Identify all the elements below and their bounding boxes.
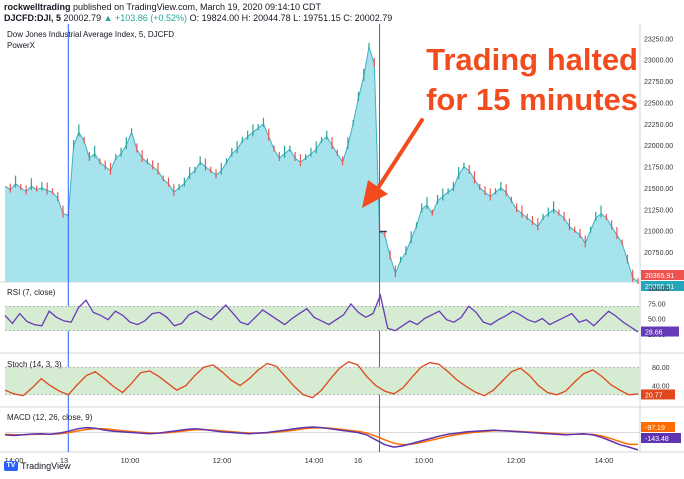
- macd-last-tag-2: [641, 433, 681, 443]
- macd-last-label-1: -97.19: [645, 425, 665, 432]
- last-price-tag-2: [641, 281, 684, 291]
- price-tick-label: 20750.00: [644, 250, 673, 257]
- rsi-last-tag: [641, 326, 679, 337]
- price-tick-label: 21000.00: [644, 229, 673, 236]
- rsi-tick-label: 50.00: [648, 317, 666, 324]
- stoch-tick-label: 40.00: [652, 384, 670, 391]
- rsi-tick-label: 100.00: [648, 286, 670, 293]
- time-tick-label: 14:00: [595, 456, 614, 465]
- time-tick-label: 13: [60, 456, 68, 465]
- price-area-fill: [5, 46, 638, 282]
- time-tick-label: 12:00: [507, 456, 526, 465]
- time-tick-label: 10:00: [121, 456, 140, 465]
- stoch-last-label: 20.77: [645, 392, 663, 399]
- annotation-line-1: Trading halted: [426, 42, 638, 77]
- ohlc-values: O: 19824.00 H: 20044.78 L: 19751.15 C: 2…: [189, 13, 393, 23]
- price-tick-label: 21750.00: [644, 165, 673, 172]
- indicator-name: PowerX: [7, 41, 36, 50]
- publish-info: rockwelltrading published on TradingView…: [4, 2, 321, 13]
- rsi-tick-label: 75.00: [648, 301, 666, 308]
- annotation-arrow-head: [362, 180, 388, 208]
- author-name[interactable]: rockwelltrading: [4, 2, 71, 12]
- price-tick-label: 22250.00: [644, 122, 673, 129]
- price-tick-label: 22000.00: [644, 143, 673, 150]
- price-tick-label: 21250.00: [644, 207, 673, 214]
- tradingview-logo[interactable]: TV TradingView: [4, 461, 71, 471]
- symbol-name: DJCFD:DJI, 5: [4, 13, 62, 23]
- annotation-arrow-shaft: [376, 118, 424, 190]
- stoch-label: Stoch (14, 3, 3): [7, 360, 62, 369]
- rsi-last-label: 28.66: [645, 330, 663, 337]
- time-tick-label: 10:00: [415, 456, 434, 465]
- symbol-info: DJCFD:DJI, 5 20002.79 ▲ +103.86 (+0.52%)…: [4, 13, 392, 24]
- price-tick-label: 22750.00: [644, 79, 673, 86]
- time-tick-label: 12:00: [213, 456, 232, 465]
- rsi-line: [4, 293, 639, 333]
- tradingview-icon: TV: [4, 461, 18, 471]
- stoch-last-tag: [641, 389, 675, 400]
- annotation-text: Trading halted for 15 minutes: [418, 40, 638, 120]
- price-change: ▲ +103.86 (+0.52%): [103, 13, 188, 23]
- annotation-line-2: for 15 minutes: [426, 82, 638, 117]
- time-tick-label: 14:00: [5, 456, 24, 465]
- macd-last-tag-1: [641, 422, 675, 432]
- stoch-tick-label: 80.00: [652, 365, 670, 372]
- brand-label: TradingView: [21, 461, 71, 471]
- macd-line: [4, 426, 639, 451]
- last-price-tag: [641, 270, 684, 280]
- price-tick-label: 21500.00: [644, 186, 673, 193]
- stoch-line: [4, 360, 639, 399]
- rsi-band: [5, 306, 640, 331]
- price-tick-label: 23250.00: [644, 36, 673, 43]
- macd-label: MACD (12, 26, close, 9): [7, 413, 93, 422]
- last-price: 20002.79: [63, 13, 102, 23]
- publish-text: published on TradingView.com, March 19, …: [73, 2, 322, 12]
- last-price-label-2: 20365.91: [645, 284, 674, 291]
- macd-last-label-2: -143.48: [645, 436, 669, 443]
- macd-signal-line: [4, 426, 639, 446]
- price-tick-label: 22500.00: [644, 100, 673, 107]
- rsi-label: RSI (7, close): [7, 288, 56, 297]
- last-price-label: 20365.91: [645, 273, 674, 280]
- price-tick-label: 23000.00: [644, 58, 673, 65]
- main-series-title: Dow Jones Industrial Average Index, 5, D…: [7, 30, 175, 39]
- time-tick-label: 14:00: [305, 456, 324, 465]
- time-tick-label: 16: [354, 456, 362, 465]
